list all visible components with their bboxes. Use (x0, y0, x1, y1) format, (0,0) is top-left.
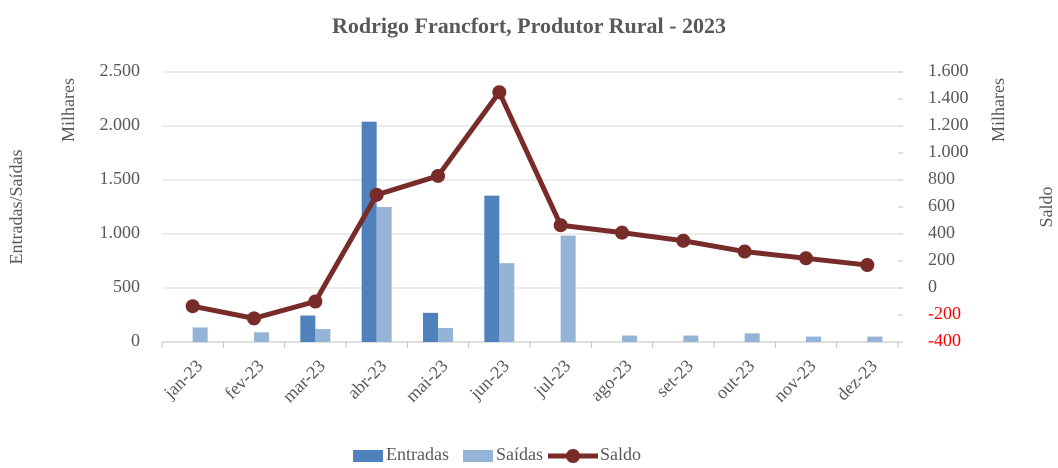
y2-tick-label: 0 (928, 276, 937, 296)
bar (315, 329, 331, 342)
line (192, 89, 868, 321)
x-tick-label: jun-23 (465, 356, 513, 404)
bar (499, 263, 515, 342)
x-tick-label: mai-23 (402, 356, 452, 406)
bar (300, 315, 316, 342)
bar (438, 327, 453, 342)
y2-tick-label: 200 (928, 249, 955, 269)
y-tick-label: 2.500 (100, 60, 141, 80)
marker (799, 251, 813, 266)
marker (615, 225, 629, 240)
y2-tick-label: 1.400 (928, 87, 969, 107)
y-tick-label: 1.000 (100, 222, 141, 242)
y-tick-label: 1.500 (100, 168, 141, 188)
y2-tick-label: -400 (928, 330, 961, 350)
bar (376, 207, 392, 342)
marker (492, 85, 507, 100)
bar (423, 312, 438, 342)
x-tick-label: ago-23 (586, 356, 635, 405)
marker (553, 218, 568, 233)
legend-label: Saídas (496, 444, 543, 464)
legend-label: Entradas (386, 444, 449, 464)
x-tick-label: abr-23 (343, 356, 390, 403)
chart-title: Rodrigo Francfort, Produtor Rural - 2023 (332, 13, 726, 38)
bar (192, 327, 208, 342)
y2-axis-label: Saldo (1036, 186, 1056, 227)
bar (867, 336, 883, 342)
legend-swatch (566, 449, 580, 463)
y2-axis-unit: Milhares (988, 78, 1008, 142)
bar (744, 333, 760, 342)
marker (247, 311, 261, 326)
marker (369, 187, 384, 202)
marker (737, 244, 752, 259)
y-tick-label: 500 (113, 276, 140, 296)
bar (361, 121, 377, 343)
y2-tick-label: 1.600 (928, 60, 969, 80)
y-axis-label: Entradas/Saídas (6, 150, 26, 265)
x-tick-label: dez-23 (832, 356, 881, 405)
legend-swatch (463, 450, 493, 462)
marker (676, 233, 691, 248)
bar (622, 335, 637, 342)
legend-swatch (353, 450, 383, 462)
x-tick-label: out-23 (711, 356, 758, 403)
y-tick-label: 2.000 (100, 114, 141, 134)
x-tick-label: mar-23 (278, 356, 329, 407)
marker (431, 168, 445, 183)
y2-tick-label: 600 (928, 195, 955, 215)
x-tick-label: fev-23 (220, 356, 267, 403)
marker (308, 294, 323, 309)
y2-tick-label: 400 (928, 222, 955, 242)
x-tick-label: jan-23 (159, 356, 206, 403)
bar (254, 332, 269, 342)
marker (185, 299, 200, 314)
x-tick-label: jul-23 (529, 356, 574, 401)
y2-tick-label: 1.200 (928, 114, 969, 134)
x-tick-label: nov-23 (770, 356, 820, 406)
y2-tick-label: -200 (928, 303, 961, 323)
marker (860, 258, 875, 273)
y-axis-unit: Milhares (58, 78, 78, 142)
legend-label: Saldo (600, 444, 641, 464)
bar (560, 235, 576, 342)
bar (484, 195, 500, 342)
y2-tick-label: 800 (928, 168, 955, 188)
bar (806, 336, 821, 342)
bar (683, 335, 699, 342)
y-tick-label: 0 (131, 330, 140, 350)
x-tick-label: set-23 (652, 356, 697, 401)
y2-tick-label: 1.000 (928, 141, 969, 161)
